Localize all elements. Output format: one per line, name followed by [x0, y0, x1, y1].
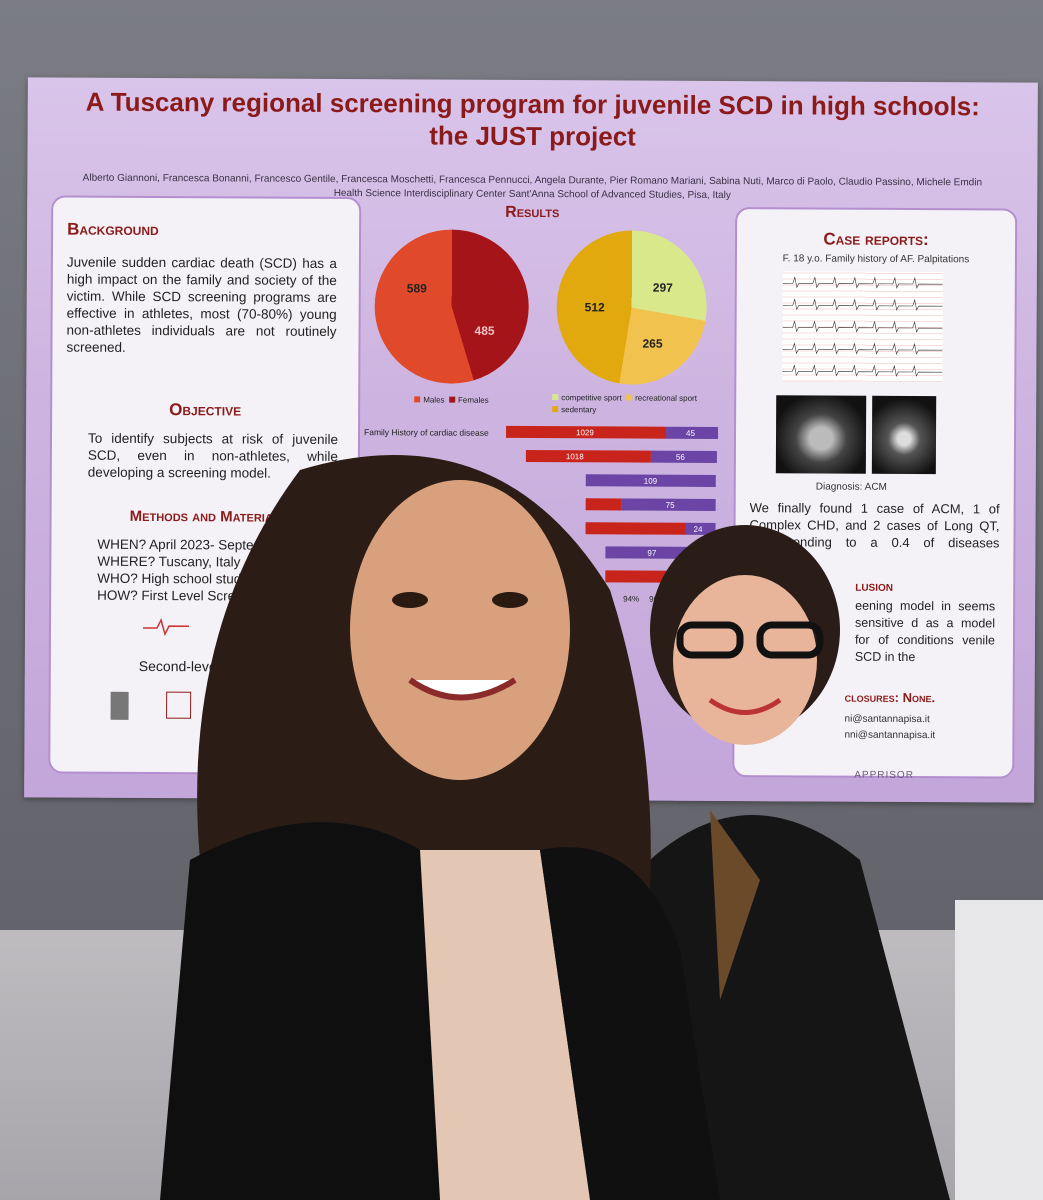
- right-panel: Case reports: F. 18 y.o. Family history …: [732, 207, 1018, 779]
- gender-legend: Males Females: [414, 395, 489, 405]
- poster-title-line1: A Tuscany regional screening program for…: [85, 86, 980, 122]
- legend-sedentary: sedentary: [561, 405, 597, 415]
- person-left: [120, 430, 720, 1200]
- objective-heading: Objective: [169, 400, 242, 420]
- pie-competitive-label: 297: [652, 280, 673, 295]
- pie-sedentary-label: 512: [584, 300, 605, 315]
- legend-recreational: recreational sport: [635, 393, 697, 403]
- gender-pie: [374, 229, 530, 384]
- ecg-strip: [782, 271, 943, 383]
- pie-recreational-label: 265: [642, 336, 663, 351]
- background-heading: Background: [67, 219, 159, 240]
- legend-females: Females: [457, 395, 489, 405]
- pie-females-label: 485: [474, 323, 495, 338]
- case-subtitle: F. 18 y.o. Family history of AF. Palpita…: [782, 253, 970, 266]
- heartbeat-icon: [143, 616, 190, 637]
- sport-legend: competitive sport recreational sport sed…: [552, 392, 697, 417]
- side-panel: [955, 900, 1043, 1200]
- sport-pie: [556, 230, 708, 385]
- results-heading: Results: [505, 203, 560, 222]
- legend-males: Males: [423, 395, 445, 405]
- mri-image-1: [775, 395, 867, 474]
- mri-image-2: [871, 395, 937, 475]
- legend-competitive: competitive sport: [561, 393, 622, 403]
- background-text: Juvenile sudden cardiac death (SCD) has …: [66, 254, 337, 355]
- poster-title: A Tuscany regional screening program for…: [28, 85, 1038, 154]
- poster-title-line2: the JUST project: [429, 120, 636, 152]
- pie-males-label: 589: [406, 281, 427, 296]
- diagnosis-label: Diagnosis: ACM: [815, 481, 887, 493]
- person-right: [610, 520, 970, 1200]
- case-reports-heading: Case reports:: [823, 229, 929, 250]
